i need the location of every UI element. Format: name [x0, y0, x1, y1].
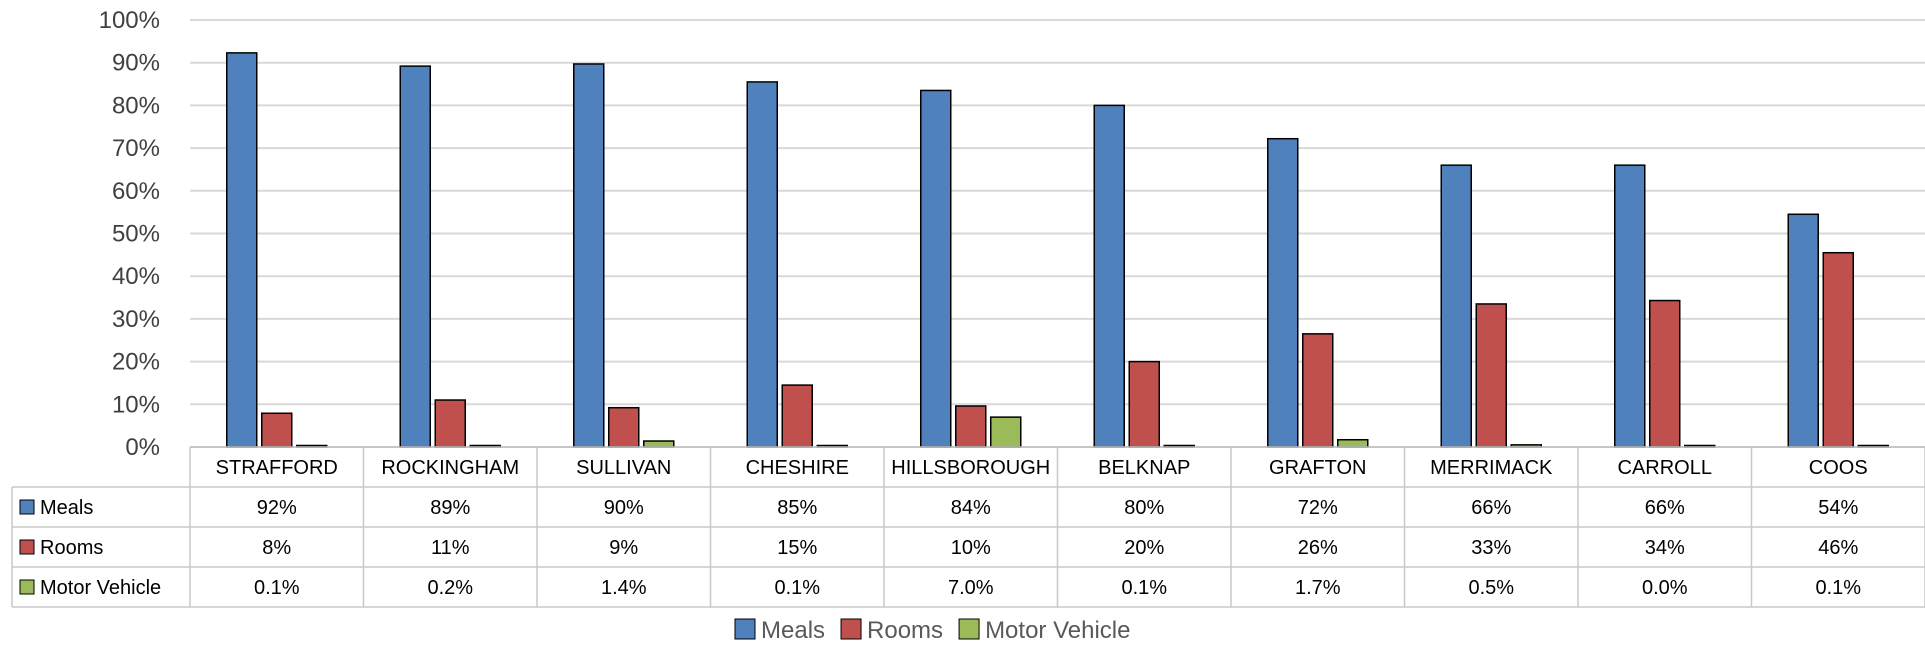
data-label: 92%: [257, 497, 297, 519]
y-tick-label: 90%: [112, 50, 160, 77]
data-label: 9%: [609, 537, 638, 559]
data-label: 1.7%: [1295, 577, 1341, 599]
bar-rooms: [1649, 299, 1681, 448]
y-tick-label: 40%: [112, 263, 160, 290]
bar-rooms: [1475, 303, 1507, 448]
table-series-name: Rooms: [40, 537, 103, 559]
data-label: 34%: [1645, 537, 1685, 559]
legend-swatch-meals: [734, 618, 756, 640]
table-key-motor-vehicle: [19, 579, 35, 595]
y-tick-label: 30%: [112, 306, 160, 333]
gridlines: [190, 19, 1925, 448]
data-label: 15%: [777, 537, 817, 559]
bar-rooms: [781, 384, 813, 448]
y-tick-label: 100%: [99, 7, 160, 34]
data-label: 10%: [951, 537, 991, 559]
bar-meals: [573, 63, 605, 448]
bar-motor-vehicle: [1337, 438, 1369, 448]
legend-label-motor-vehicle: Motor Vehicle: [985, 617, 1130, 644]
category-label: BELKNAP: [1098, 457, 1190, 479]
legend-swatch-motor-vehicle: [958, 618, 980, 640]
data-label: 66%: [1471, 497, 1511, 519]
category-label: GRAFTON: [1269, 457, 1366, 479]
data-label: 0.2%: [427, 577, 473, 599]
bar-motor-vehicle: [643, 440, 675, 448]
legend-label-meals: Meals: [761, 617, 825, 644]
category-label: CHESHIRE: [746, 457, 849, 479]
bar-meals: [1267, 137, 1299, 448]
data-label: 89%: [430, 497, 470, 519]
data-label: 7.0%: [948, 577, 994, 599]
category-label: HILLSBOROUGH: [891, 457, 1050, 479]
y-tick-label: 10%: [112, 391, 160, 418]
y-tick-label: 80%: [112, 92, 160, 119]
bar-rooms: [261, 412, 293, 448]
data-label: 90%: [604, 497, 644, 519]
data-label: 26%: [1298, 537, 1338, 559]
bar-meals: [746, 81, 778, 448]
data-label: 85%: [777, 497, 817, 519]
bar-rooms: [1302, 333, 1334, 448]
table-key-meals: [19, 499, 35, 515]
table-series-name: Motor Vehicle: [40, 577, 161, 599]
data-label: 0.5%: [1468, 577, 1514, 599]
category-label: CARROLL: [1618, 457, 1712, 479]
legend: Meals Rooms Motor Vehicle: [734, 617, 1130, 644]
category-label: COOS: [1809, 457, 1868, 479]
data-label: 54%: [1818, 497, 1858, 519]
bar-meals: [1093, 104, 1125, 448]
data-label: 84%: [951, 497, 991, 519]
category-label: ROCKINGHAM: [381, 457, 519, 479]
data-label: 8%: [262, 537, 291, 559]
data-label: 11%: [431, 537, 470, 559]
data-label: 0.1%: [1121, 577, 1167, 599]
data-label: 20%: [1124, 537, 1164, 559]
data-label: 0.0%: [1642, 577, 1688, 599]
category-label: SULLIVAN: [576, 457, 671, 479]
bar-meals: [226, 52, 258, 448]
data-label: 0.1%: [1815, 577, 1861, 599]
data-label: 66%: [1645, 497, 1685, 519]
bar-meals: [1440, 164, 1472, 448]
bar-meals: [1787, 213, 1819, 448]
data-table: STRAFFORD ROCKINGHAM SULLIVAN CHESHIRE HILLS…: [11, 446, 1925, 608]
bar-rooms: [434, 399, 466, 448]
data-label: 80%: [1124, 497, 1164, 519]
bar-meals: [1614, 164, 1646, 448]
y-tick-label: 20%: [112, 349, 160, 376]
y-tick-label: 60%: [112, 178, 160, 205]
table-series-name: Meals: [40, 497, 93, 519]
bar-rooms: [608, 406, 640, 448]
y-tick-label: 0%: [125, 434, 160, 461]
bar-rooms: [955, 405, 987, 448]
y-axis-ticks: 0% 10% 20% 30% 40% 50% 60% 70% 80% 90% 100%: [99, 7, 160, 461]
bar-meals: [920, 89, 952, 448]
bar-rooms: [1128, 360, 1160, 448]
bars: [226, 52, 1889, 448]
category-label: MERRIMACK: [1430, 457, 1553, 479]
data-label: 1.4%: [601, 577, 647, 599]
bar-rooms: [1822, 251, 1854, 448]
data-label: 0.1%: [254, 577, 300, 599]
table-key-rooms: [19, 539, 35, 555]
data-label: 46%: [1818, 537, 1858, 559]
y-tick-label: 70%: [112, 135, 160, 162]
y-tick-label: 50%: [112, 221, 160, 248]
bar-motor-vehicle: [990, 416, 1022, 448]
bar-meals: [399, 65, 431, 448]
category-label: STRAFFORD: [216, 457, 338, 479]
data-label: 0.1%: [774, 577, 820, 599]
data-label: 33%: [1471, 537, 1511, 559]
data-label: 72%: [1298, 497, 1338, 519]
legend-label-rooms: Rooms: [867, 617, 943, 644]
legend-swatch-rooms: [840, 618, 862, 640]
